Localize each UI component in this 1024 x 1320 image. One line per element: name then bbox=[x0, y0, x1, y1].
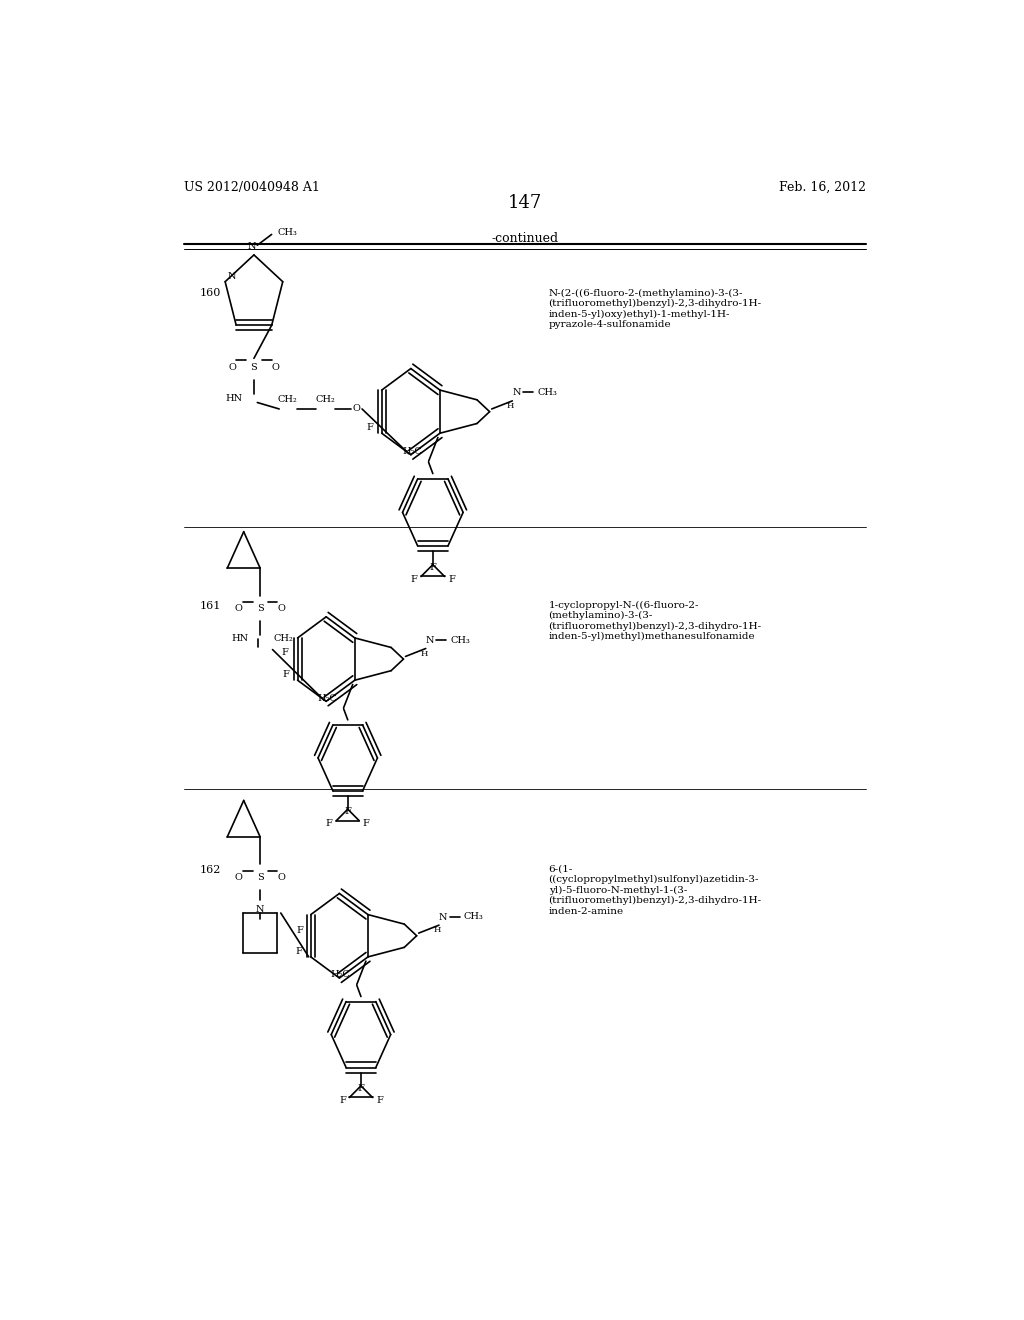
Text: 161: 161 bbox=[200, 601, 221, 611]
Text: US 2012/0040948 A1: US 2012/0040948 A1 bbox=[183, 181, 319, 194]
Text: H₂C: H₂C bbox=[317, 694, 337, 702]
Text: H: H bbox=[421, 649, 428, 657]
Text: S: S bbox=[257, 873, 263, 882]
Text: HN: HN bbox=[231, 635, 249, 643]
Text: CH₃: CH₃ bbox=[278, 228, 297, 236]
Text: CH₃: CH₃ bbox=[464, 912, 483, 921]
Text: O: O bbox=[234, 605, 243, 614]
Text: H: H bbox=[507, 403, 514, 411]
Text: CH₃: CH₃ bbox=[451, 635, 470, 644]
Text: Feb. 16, 2012: Feb. 16, 2012 bbox=[779, 181, 866, 194]
Text: F: F bbox=[296, 946, 303, 956]
Text: F: F bbox=[362, 820, 370, 829]
Text: F: F bbox=[326, 820, 333, 829]
Text: O: O bbox=[352, 404, 360, 413]
Text: HN: HN bbox=[225, 393, 243, 403]
Text: 147: 147 bbox=[508, 194, 542, 213]
Text: F: F bbox=[339, 1096, 346, 1105]
Text: H₂C: H₂C bbox=[331, 970, 350, 979]
Text: F: F bbox=[344, 808, 351, 816]
Text: N: N bbox=[512, 388, 521, 397]
Text: 162: 162 bbox=[200, 865, 221, 875]
Text: F: F bbox=[411, 576, 418, 585]
Text: O: O bbox=[234, 873, 243, 882]
Text: N: N bbox=[256, 904, 264, 913]
Text: S: S bbox=[257, 605, 263, 614]
Text: CH₂: CH₂ bbox=[273, 635, 294, 643]
Text: N: N bbox=[248, 243, 256, 251]
Text: 6-(1-
((cyclopropylmethyl)sulfonyl)azetidin-3-
yl)-5-fluoro-N-methyl-1-(3-
(trif: 6-(1- ((cyclopropylmethyl)sulfonyl)azeti… bbox=[549, 865, 762, 916]
Text: O: O bbox=[278, 605, 286, 614]
Text: H: H bbox=[433, 927, 441, 935]
Text: F: F bbox=[449, 576, 456, 585]
Text: F: F bbox=[297, 925, 303, 935]
Text: O: O bbox=[228, 363, 236, 372]
Text: 160: 160 bbox=[200, 289, 221, 298]
Text: H₂C: H₂C bbox=[401, 447, 422, 455]
Text: F: F bbox=[367, 424, 374, 433]
Text: F: F bbox=[283, 671, 290, 680]
Text: F: F bbox=[429, 562, 436, 572]
Text: N: N bbox=[227, 272, 236, 281]
Text: -continued: -continued bbox=[492, 231, 558, 244]
Text: CH₃: CH₃ bbox=[538, 388, 557, 397]
Text: N: N bbox=[426, 636, 434, 645]
Text: F: F bbox=[282, 648, 289, 657]
Text: F: F bbox=[376, 1096, 383, 1105]
Text: CH₂: CH₂ bbox=[278, 395, 297, 404]
Text: O: O bbox=[278, 873, 286, 882]
Text: N: N bbox=[439, 912, 447, 921]
Text: F: F bbox=[357, 1084, 365, 1093]
Text: O: O bbox=[272, 363, 280, 372]
Text: 1-cyclopropyl-N-((6-fluoro-2-
(methylamino)-3-(3-
(trifluoromethyl)benzyl)-2,3-d: 1-cyclopropyl-N-((6-fluoro-2- (methylami… bbox=[549, 601, 762, 642]
Text: CH₂: CH₂ bbox=[315, 395, 335, 404]
Text: N-(2-((6-fluoro-2-(methylamino)-3-(3-
(trifluoromethyl)benzyl)-2,3-dihydro-1H-
i: N-(2-((6-fluoro-2-(methylamino)-3-(3- (t… bbox=[549, 289, 762, 329]
Text: S: S bbox=[251, 363, 257, 372]
